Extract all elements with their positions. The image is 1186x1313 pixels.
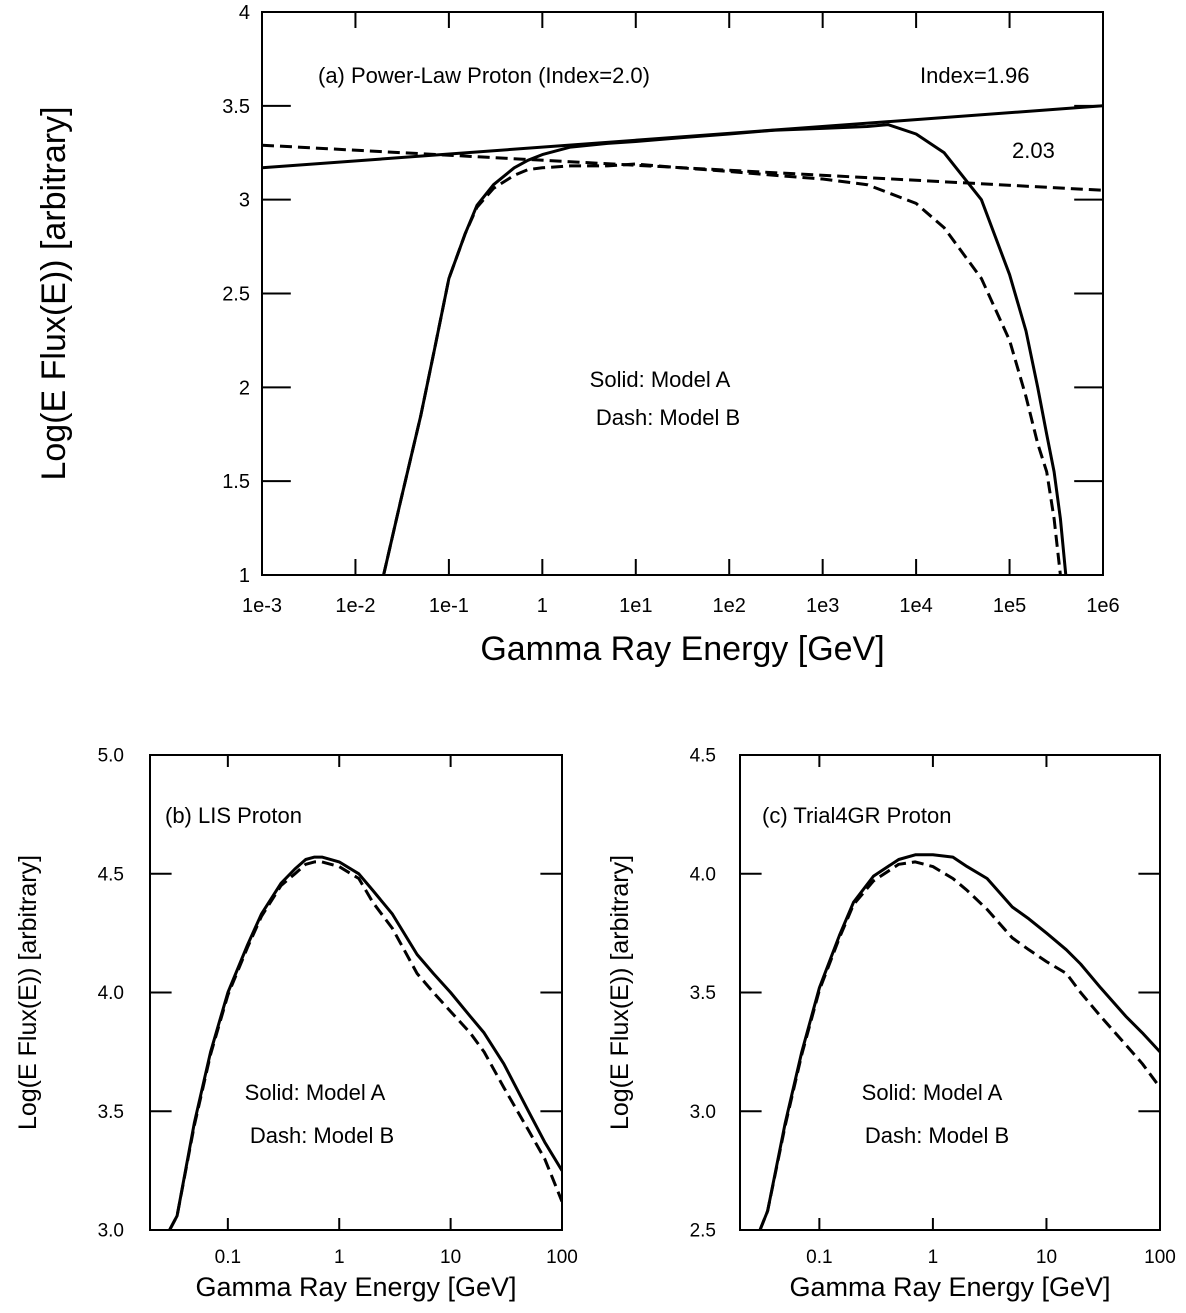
legend-text: Dash: Model B — [250, 1123, 394, 1148]
y-tick-label: 3.0 — [98, 1221, 124, 1242]
x-tick-label: 10 — [440, 1247, 461, 1268]
series-line-index-1-96 — [262, 104, 1103, 170]
y-axis-label: Log(E Flux(E)) [arbitrary] — [35, 106, 73, 480]
x-axis-label: Gamma Ray Energy [GeV] — [195, 1272, 516, 1302]
series-line-model-b — [168, 860, 562, 1230]
y-tick-label: 4.0 — [98, 983, 124, 1004]
x-tick-label: 1e2 — [713, 595, 746, 617]
x-tick-label: 0.1 — [806, 1247, 832, 1268]
y-tick-label: 2.5 — [690, 1221, 716, 1242]
y-tick-label: 1 — [239, 565, 250, 587]
x-axis-label: Gamma Ray Energy [GeV] — [789, 1272, 1110, 1302]
legend-text: Dash: Model B — [596, 405, 740, 430]
legend-text: Solid: Model A — [590, 367, 731, 392]
series-line-model-a — [382, 123, 1068, 575]
x-tick-label: 1e3 — [806, 595, 839, 617]
x-tick-label: 1 — [537, 595, 548, 617]
panel-annotation: (b) LIS Proton — [165, 803, 302, 828]
y-tick-label: 2.5 — [222, 284, 250, 306]
x-tick-label: 1e-3 — [242, 595, 282, 617]
x-axis-label: Gamma Ray Energy [GeV] — [480, 630, 884, 668]
x-tick-label: 0.1 — [215, 1247, 241, 1268]
legend-text: Dash: Model B — [865, 1123, 1009, 1148]
x-tick-label: 1 — [334, 1247, 345, 1268]
panel-annotation: (a) Power-Law Proton (Index=2.0) — [318, 63, 650, 88]
x-tick-label: 10 — [1036, 1247, 1057, 1268]
y-tick-label: 4.0 — [690, 864, 716, 885]
y-tick-label: 4 — [239, 2, 250, 24]
x-tick-label: 1e1 — [619, 595, 652, 617]
chart-b: 0.1 1 10 100 3.0 3.5 4.0 4.5 5.0 Gamma Ray Energy… — [14, 746, 578, 1302]
y-axis-label: Log(E Flux(E)) [arbitrary] — [606, 855, 634, 1130]
series-line-model-b — [382, 162, 1062, 575]
y-tick-label: 3.5 — [222, 96, 250, 118]
legend-text: Solid: Model A — [245, 1080, 386, 1105]
chart-a: 1e-3 1e-2 1e-1 1 1e1 1e2 1e3 1e4 1e5 1e6 1 1.5 2 2.5 3… — [35, 2, 1120, 668]
y-tick-label: 1.5 — [222, 471, 250, 493]
line-label: Index=1.96 — [920, 63, 1029, 88]
y-tick-label: 5.0 — [98, 746, 124, 767]
x-tick-label: 1 — [928, 1247, 939, 1268]
legend-text: Solid: Model A — [862, 1080, 1003, 1105]
line-label: 2.03 — [1012, 138, 1055, 163]
x-tick-label: 100 — [546, 1247, 578, 1268]
series-line-2-03 — [262, 143, 1103, 192]
series-line-model-a — [758, 853, 1160, 1230]
x-tick-label: 1e-2 — [335, 595, 375, 617]
y-tick-label: 3.0 — [690, 1102, 716, 1123]
y-tick-label: 4.5 — [98, 864, 124, 885]
series-line-model-b — [758, 860, 1160, 1230]
panel-annotation: (c) Trial4GR Proton — [762, 803, 952, 828]
y-tick-label: 3.5 — [98, 1102, 124, 1123]
x-tick-label: 100 — [1144, 1247, 1176, 1268]
y-tick-label: 3.5 — [690, 983, 716, 1004]
y-tick-label: 3 — [239, 190, 250, 212]
y-tick-label: 4.5 — [690, 746, 716, 767]
y-axis-label: Log(E Flux(E)) [arbitrary] — [14, 855, 42, 1130]
y-tick-label: 2 — [239, 377, 250, 399]
chart-c: 0.1 1 10 100 2.5 3.0 3.5 4.0 4.5 Gamma Ray Energy… — [606, 746, 1176, 1302]
series-line-model-a — [168, 855, 562, 1230]
x-tick-label: 1e-1 — [429, 595, 469, 617]
x-tick-label: 1e5 — [993, 595, 1026, 617]
x-tick-label: 1e4 — [899, 595, 932, 617]
x-tick-label: 1e6 — [1086, 595, 1119, 617]
plot-frame — [261, 11, 1104, 576]
